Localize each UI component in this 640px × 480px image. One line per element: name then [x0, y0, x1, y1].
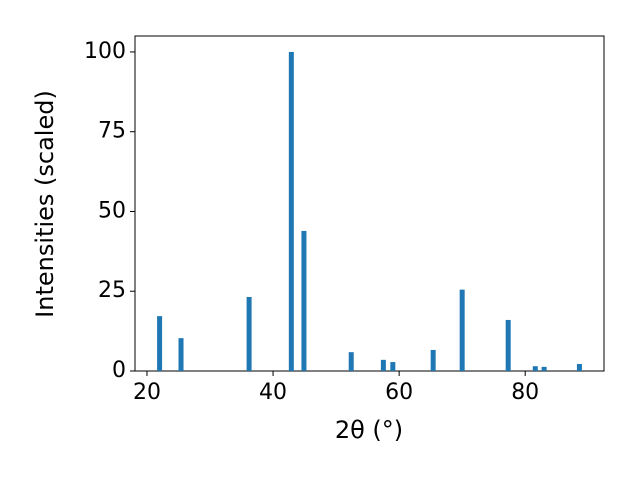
bar [505, 319, 511, 371]
bar [246, 296, 252, 371]
y-axis-label: Intensities (scaled) [31, 90, 59, 318]
bar [459, 289, 465, 371]
bar [390, 362, 396, 371]
x-tick-label: 40 [259, 380, 287, 405]
y-tick-label: 0 [112, 358, 126, 383]
bar [380, 359, 386, 371]
x-axis-label: 2θ (°) [335, 416, 403, 444]
bar [288, 51, 294, 371]
bar [178, 338, 184, 371]
y-tick-label: 50 [98, 198, 126, 223]
x-tick-label: 80 [511, 380, 539, 405]
plot-frame [134, 35, 605, 372]
y-tick-label: 100 [84, 39, 126, 64]
bar [430, 349, 436, 371]
bar [576, 363, 582, 371]
y-tick-label: 25 [98, 278, 126, 303]
x-tick-label: 20 [133, 380, 161, 405]
y-tick-label: 75 [98, 119, 126, 144]
bar [532, 366, 538, 371]
bar [541, 366, 547, 371]
bar [348, 352, 354, 371]
bar [301, 230, 307, 371]
x-tick-label: 60 [385, 380, 413, 405]
bar [157, 316, 163, 371]
